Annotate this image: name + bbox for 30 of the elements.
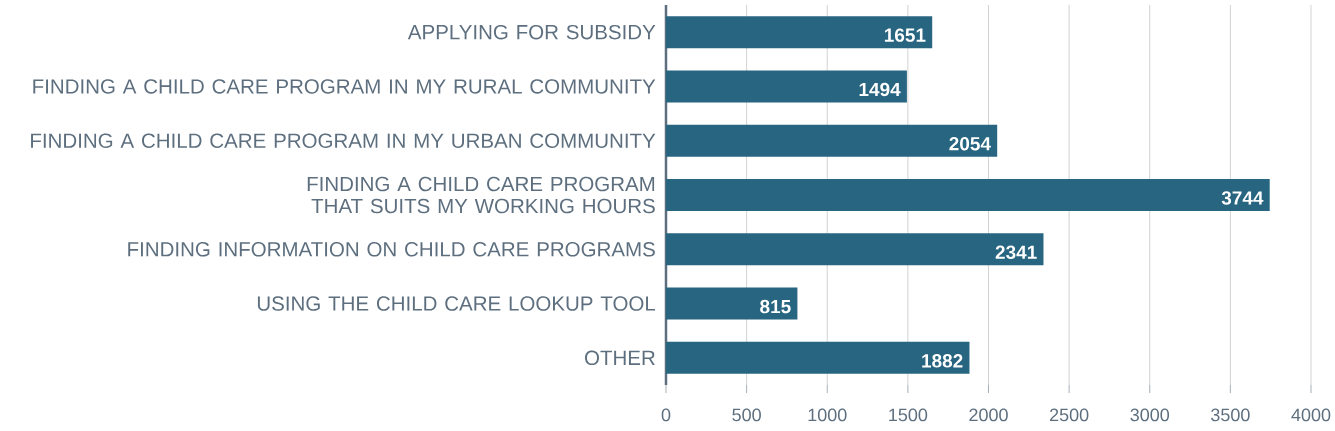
y-tick-label: USING THE CHILD CARE LOOKUP TOOL (257, 296, 656, 311)
bar (665, 178, 1270, 211)
y-tick-label: OTHER (585, 350, 655, 366)
data-label: 1494 (859, 82, 901, 97)
y-tick-label: FINDING A CHILD CARE PROGRAM IN MY RURAL COMMUNITY (33, 79, 656, 94)
data-label: 3744 (1221, 191, 1264, 205)
x-tick-label: 1000 (808, 408, 847, 422)
data-label: 2054 (949, 136, 991, 151)
data-label: 1882 (922, 354, 963, 368)
x-tick-label: 3000 (1130, 408, 1170, 422)
y-tick-label: FINDING INFORMATION ON CHILD CARE PROGRAMS (128, 242, 655, 257)
x-tick-label: 2000 (969, 408, 1008, 422)
x-tick-label: 1500 (889, 408, 928, 422)
data-label: 2341 (995, 245, 1037, 260)
y-tick-label: APPLYING FOR SUBSIDY (407, 24, 656, 40)
y-tick-label: FINDING A CHILD CARE PROGRAM THAT SUITS MY WORKING HOURS (307, 176, 655, 214)
bar (665, 233, 1044, 266)
x-tick-label: 2500 (1050, 408, 1089, 422)
x-tick-label: 0 (661, 408, 671, 422)
y-tick-label: FINDING A CHILD CARE PROGRAM IN MY URBAN COMMUNITY (31, 133, 656, 148)
bar (665, 70, 907, 103)
x-tick-label: 3500 (1211, 408, 1250, 422)
data-label: 815 (760, 299, 791, 314)
x-tick-label: 4000 (1291, 408, 1331, 422)
bar (665, 124, 998, 157)
bar (665, 16, 933, 49)
x-tick-label: 500 (732, 408, 761, 422)
bar (665, 287, 798, 320)
bar (665, 341, 970, 374)
data-label: 1651 (884, 28, 926, 42)
